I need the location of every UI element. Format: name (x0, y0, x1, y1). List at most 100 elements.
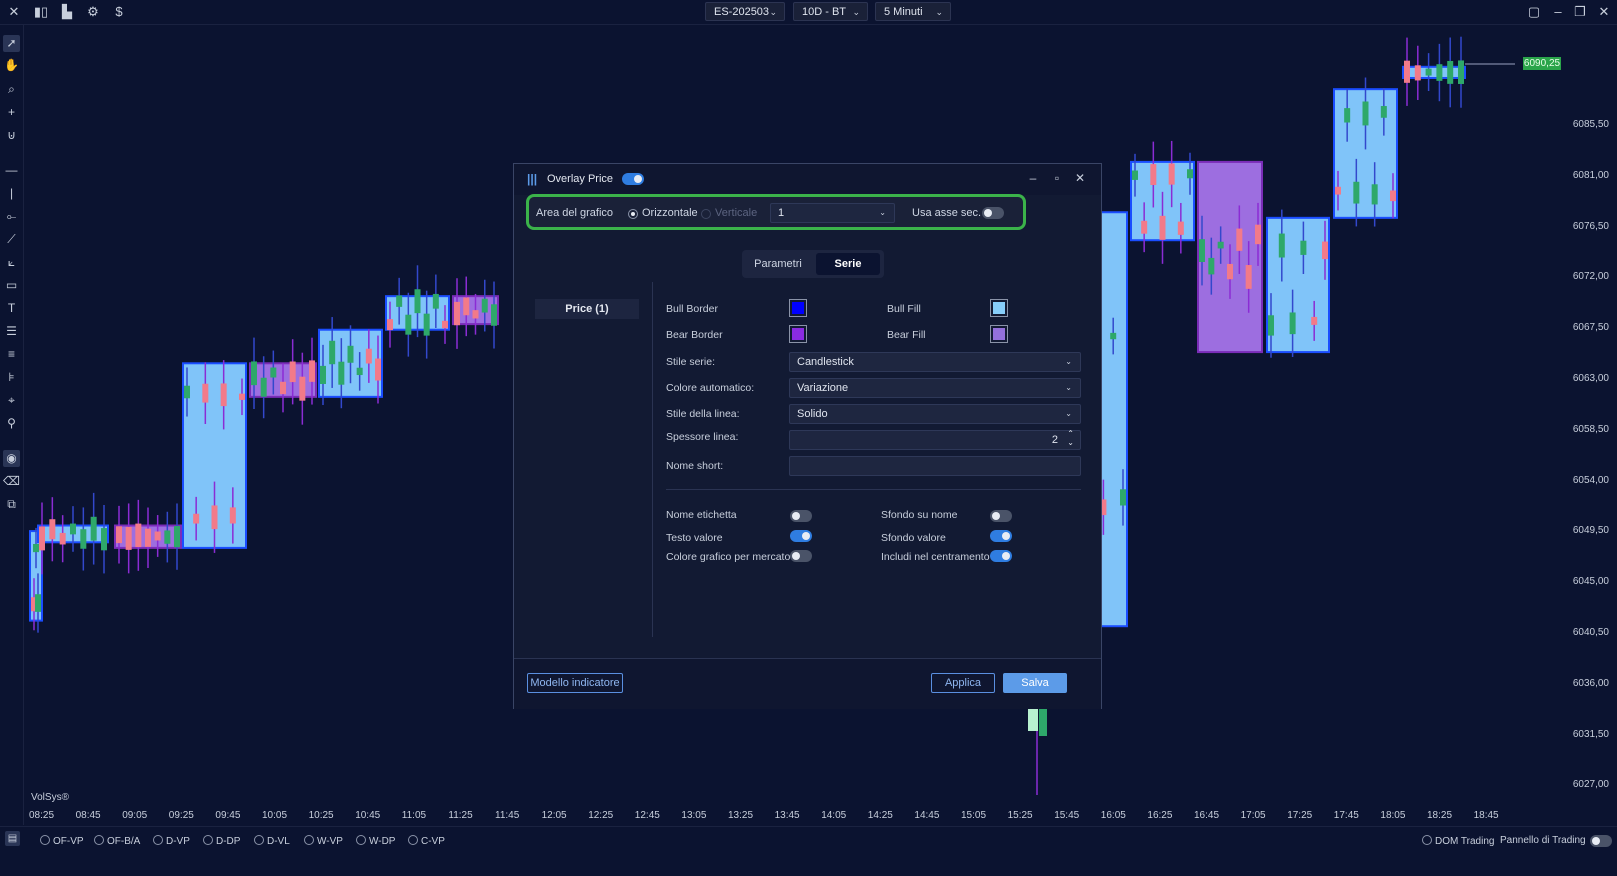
study-option-ddp[interactable]: D-DP (203, 835, 240, 847)
overlay-enabled-toggle[interactable] (622, 173, 644, 185)
close-icon[interactable]: ✕ (1074, 171, 1086, 185)
series-style-select[interactable]: Candlestick ⌄ (789, 352, 1081, 372)
time-axis-label: 13:25 (728, 810, 754, 821)
window-layout-icon[interactable]: ▢ (1527, 4, 1541, 19)
bull-border-swatch[interactable] (789, 299, 807, 317)
centering-toggle[interactable] (990, 550, 1012, 562)
timeframe-select[interactable]: 5 Minuti ⌄ (875, 2, 951, 21)
minimize-icon[interactable]: – (1554, 4, 1562, 19)
ruler-icon[interactable]: ⟀ (7, 255, 16, 269)
line-style-select[interactable]: Solido ⌄ (789, 404, 1081, 424)
tag-name-toggle[interactable] (790, 510, 812, 522)
maximize-icon[interactable]: ▫ (1054, 171, 1060, 185)
vertical-line-icon[interactable]: | (9, 186, 14, 200)
options-divider (666, 489, 1081, 490)
candle-1-1 (49, 519, 56, 540)
tab-serie[interactable]: Serie (816, 253, 880, 275)
value-text-toggle[interactable] (790, 530, 812, 542)
price-axis-label: 6072,00 (1572, 271, 1609, 283)
apply-button[interactable]: Applica (931, 673, 995, 693)
rectangle-icon[interactable]: ▭ (5, 278, 18, 292)
study-option-cvp[interactable]: C-VP (408, 835, 445, 847)
candle-4-1 (260, 377, 267, 397)
candle-10-2 (1217, 241, 1224, 249)
vertical-label: Verticale (715, 207, 758, 219)
chevron-down-icon: ⌄ (1065, 409, 1072, 418)
period-select[interactable]: 10D - BT ⌄ (793, 2, 868, 21)
symbol-select[interactable]: ES-202503 ⌄ (705, 2, 785, 21)
bar-chart-icon[interactable]: ▙ (62, 4, 72, 19)
candle-1-6 (101, 528, 107, 551)
study-option-wdp[interactable]: W-DP (356, 835, 395, 847)
fibonacci-icon[interactable]: ⊧ (8, 370, 15, 384)
list-icon[interactable]: ☰ (6, 324, 17, 338)
value-bg-toggle[interactable] (990, 530, 1012, 542)
restore-icon[interactable]: ❐ (1574, 4, 1586, 19)
indicator-template-button[interactable]: Modello indicatore (527, 673, 623, 693)
line-width-value: 2 (1051, 434, 1058, 446)
close-window-icon[interactable]: ✕ (1598, 4, 1610, 19)
secondary-axis-toggle[interactable] (982, 207, 1004, 219)
candle-2-3 (145, 528, 151, 547)
study-option-wvp[interactable]: W-VP (304, 835, 343, 847)
time-axis-label: 14:05 (821, 810, 847, 821)
candle-6-4 (423, 313, 430, 336)
series-tab-price[interactable]: Price (1) (535, 299, 639, 319)
crosshair-icon[interactable]: + (7, 105, 15, 119)
study-option-ofvp[interactable]: OF-VP (40, 835, 84, 847)
bear-border-swatch[interactable] (789, 325, 807, 343)
time-axis-label: 12:45 (634, 810, 660, 821)
name-bg-toggle[interactable] (990, 510, 1012, 522)
horizontal-radio[interactable] (628, 209, 638, 219)
bear-fill-swatch[interactable] (990, 325, 1008, 343)
eraser-icon[interactable]: ⌫ (3, 474, 20, 488)
candle-10-6 (1255, 224, 1261, 245)
magnet-icon[interactable]: ⊍ (7, 128, 16, 142)
horizontal-line-icon[interactable]: — (5, 163, 18, 177)
candle-6-2 (405, 314, 412, 335)
area-select[interactable]: 1 ⌄ (770, 203, 895, 223)
panel-toggle-icon[interactable]: ▤ (5, 831, 20, 846)
short-name-input[interactable] (789, 456, 1081, 476)
price-note-icon[interactable]: ⌖ (8, 393, 15, 407)
candles-icon[interactable]: ▮▯ (33, 4, 49, 19)
cursor-icon[interactable]: ➚ (3, 35, 20, 52)
brand-label: VolSys® (31, 792, 69, 803)
bull-fill-swatch[interactable] (990, 299, 1008, 317)
trendline-icon[interactable]: ⟋ (7, 232, 16, 246)
line-width-stepper[interactable]: 2 ⌃ ⌄ (789, 429, 1081, 450)
dom-trading-option[interactable]: DOM Trading (1422, 835, 1494, 847)
auto-color-select[interactable]: Variazione ⌄ (789, 378, 1081, 398)
study-option-ofba[interactable]: OF-B/A (94, 835, 140, 847)
trading-panel-toggle[interactable] (1590, 835, 1612, 847)
study-option-dvp[interactable]: D-VP (153, 835, 190, 847)
market-color-toggle[interactable] (790, 550, 812, 562)
settings-search-icon[interactable]: ⚲ (7, 416, 16, 430)
market-color-label: Colore grafico per mercato (666, 551, 791, 563)
ray-icon[interactable]: ⟜ (6, 209, 17, 223)
brain-icon[interactable]: ◉ (3, 450, 20, 467)
zoom-icon[interactable]: ⌕ (8, 82, 15, 96)
tab-parametri[interactable]: Parametri (754, 258, 802, 270)
candle-9-6 (1187, 169, 1193, 179)
dollar-icon[interactable]: $ (115, 4, 123, 19)
close-icon[interactable]: ✕ (8, 4, 20, 19)
candle-4-0 (251, 361, 257, 386)
minimize-icon[interactable]: – (1029, 171, 1037, 185)
layers-icon[interactable]: ⧉ (7, 497, 16, 511)
dialog-title-bar[interactable]: ||| Overlay Price – ▫ ✕ (514, 164, 1101, 195)
chevron-down-icon: ⌄ (879, 208, 886, 217)
hand-icon[interactable]: ✋ (4, 58, 19, 72)
text-icon[interactable]: T (7, 301, 16, 315)
candle-0-2 (35, 594, 41, 612)
gear-icon[interactable]: ⚙ (87, 4, 99, 19)
list-alt-icon[interactable]: ≡ (7, 347, 15, 361)
study-option-dvl[interactable]: D-VL (254, 835, 290, 847)
stepper-arrows-icon[interactable]: ⌃ ⌄ (1067, 429, 1074, 447)
candle-3-2 (202, 383, 209, 403)
time-axis-label: 10:45 (355, 810, 381, 821)
save-button[interactable]: Salva (1003, 673, 1067, 693)
price-axis-label: 6031,50 (1572, 728, 1609, 740)
vertical-radio[interactable] (701, 209, 711, 219)
